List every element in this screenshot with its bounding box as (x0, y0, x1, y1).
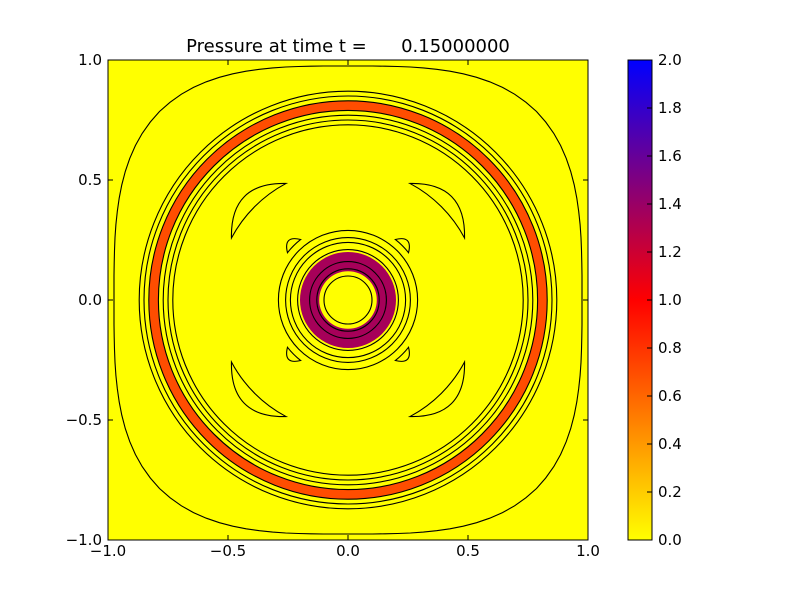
contour-arc (230, 182, 289, 241)
contour-circle (297, 249, 399, 351)
contour-circle (172, 124, 524, 476)
pressure-field (148, 100, 548, 500)
x-tick-label: 1.0 (576, 542, 600, 560)
contour-arc (286, 238, 302, 254)
x-tick-label: −0.5 (210, 542, 246, 560)
colorbar-tick-label: 0.0 (658, 531, 682, 549)
colorbar: 2.0 1.8 1.6 1.4 1.2 1.0 0.8 0.6 0.4 0.2 0.0 (627, 51, 682, 549)
x-axis: −1.0 −0.5 0.0 0.5 1.0 (90, 60, 600, 560)
colorbar-tick-label: 0.2 (658, 483, 682, 501)
chart-title: Pressure at time t = 0.15000000 (186, 36, 510, 57)
y-tick-label: −1.0 (66, 531, 102, 549)
contour-circle (285, 237, 411, 363)
colorbar-tick-label: 1.8 (658, 99, 682, 117)
colorbar-tick-label: 0.4 (658, 435, 682, 453)
colorbar-tick-label: 1.2 (658, 243, 682, 261)
contour-circle (316, 268, 380, 332)
colorbar-tick-label: 0.8 (658, 339, 682, 357)
colorbar-tick-label: 2.0 (658, 51, 682, 69)
contour-circle (162, 114, 534, 486)
x-tick-label: −1.0 (90, 542, 126, 560)
contour-circle (143, 95, 553, 505)
y-axis: 1.0 0.5 0.0 −0.5 −1.0 (66, 51, 588, 549)
contour-circle (309, 261, 387, 339)
y-tick-label: 0.0 (78, 291, 102, 309)
contour-circle (138, 90, 558, 510)
contour-lines (113, 65, 583, 535)
contour-circle (157, 109, 539, 491)
colorbar-tick-label: 0.6 (658, 387, 682, 405)
colorbar-tick-label: 1.4 (658, 195, 682, 213)
x-tick-label: 0.0 (336, 542, 360, 560)
y-tick-label: 1.0 (78, 51, 102, 69)
plot-background (108, 60, 588, 540)
contour-arc (407, 182, 466, 241)
contour-arc (286, 346, 302, 362)
contour-circle (148, 100, 548, 500)
contour-circle (167, 119, 529, 481)
colorbar-ticks: 2.0 1.8 1.6 1.4 1.2 1.0 0.8 0.6 0.4 0.2 0.0 (647, 51, 682, 549)
plot-area (107, 59, 589, 541)
contour-arc (230, 359, 289, 418)
contour-circle (277, 229, 419, 371)
contour-circle (289, 241, 407, 359)
colorbar-tick-label: 1.0 (658, 291, 682, 309)
y-tick-label: −0.5 (66, 411, 102, 429)
colorbar-tick-label: 1.6 (658, 147, 682, 165)
x-tick-label: 0.5 (456, 542, 480, 560)
contour-circle (323, 275, 373, 325)
pressure-ring-1 (300, 252, 396, 348)
contour-arc (394, 238, 410, 254)
y-tick-label: 0.5 (78, 171, 102, 189)
outer-contour (113, 65, 583, 535)
contour-arc (394, 346, 410, 362)
contour-arc (407, 359, 466, 418)
